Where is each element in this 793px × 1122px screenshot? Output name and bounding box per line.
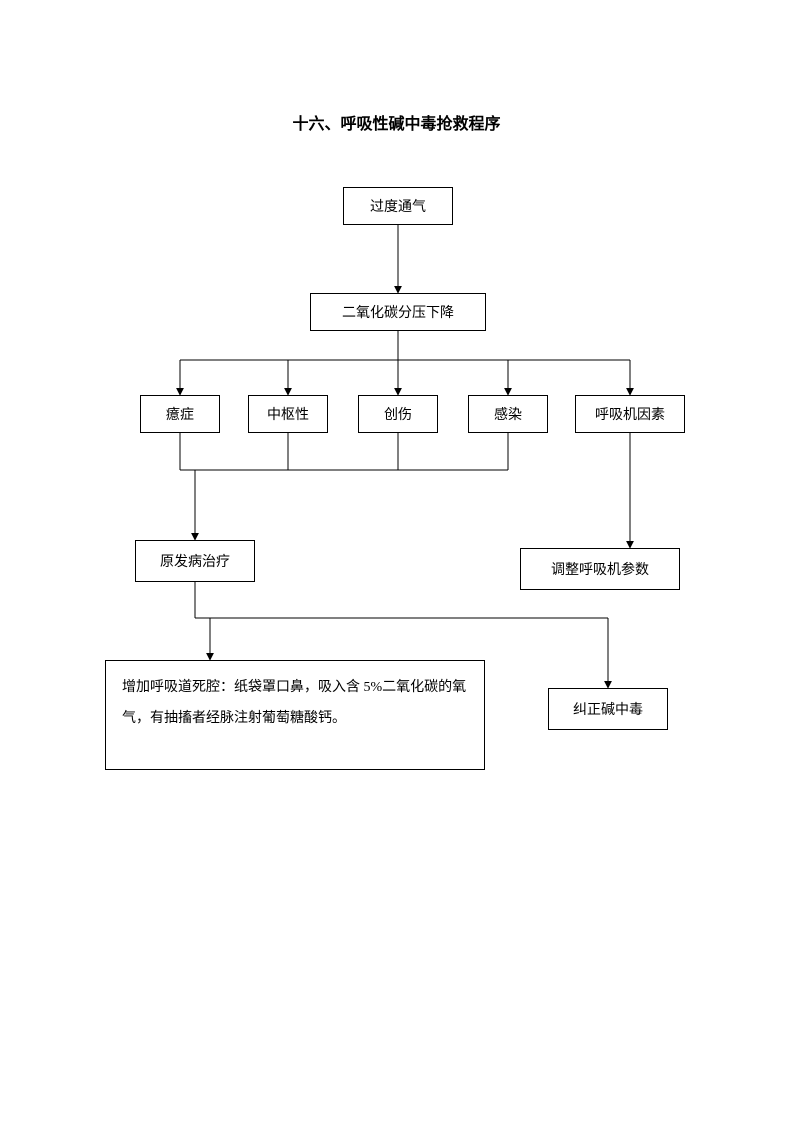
node-n3e: 呼吸机因素 (575, 395, 685, 433)
node-n3a: 癔症 (140, 395, 220, 433)
node-n1: 过度通气 (343, 187, 453, 225)
node-n4a: 原发病治疗 (135, 540, 255, 582)
page-title: 十六、呼吸性碱中毒抢救程序 (0, 110, 793, 134)
node-n3b: 中枢性 (248, 395, 328, 433)
node-n3d: 感染 (468, 395, 548, 433)
node-n5a: 增加呼吸道死腔：纸袋罩口鼻，吸入含 5%二氧化碳的氧气，有抽搐者经脉注射葡萄糖酸… (105, 660, 485, 770)
node-n4b: 调整呼吸机参数 (520, 548, 680, 590)
node-n3c: 创伤 (358, 395, 438, 433)
flowchart-page: 十六、呼吸性碱中毒抢救程序 过度通气二氧化碳分压下降癔症中枢性创伤感染呼吸机因素… (0, 0, 793, 1122)
node-n2: 二氧化碳分压下降 (310, 293, 486, 331)
node-n5b: 纠正碱中毒 (548, 688, 668, 730)
